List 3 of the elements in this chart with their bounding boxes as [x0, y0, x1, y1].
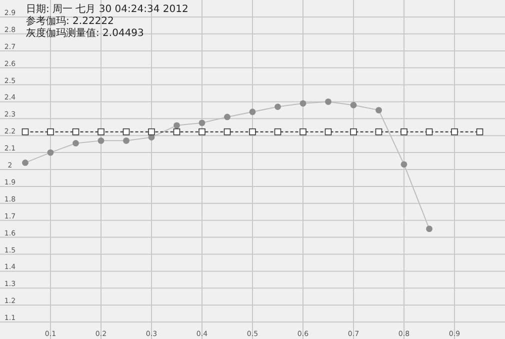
- annotation: 日期: 周一 七月 30 04:24:34 2012: [26, 3, 188, 15]
- annotation: 参考伽玛: 2.22222: [26, 15, 114, 27]
- annotation: 灰度伽玛测量值: 2.04493: [26, 27, 144, 39]
